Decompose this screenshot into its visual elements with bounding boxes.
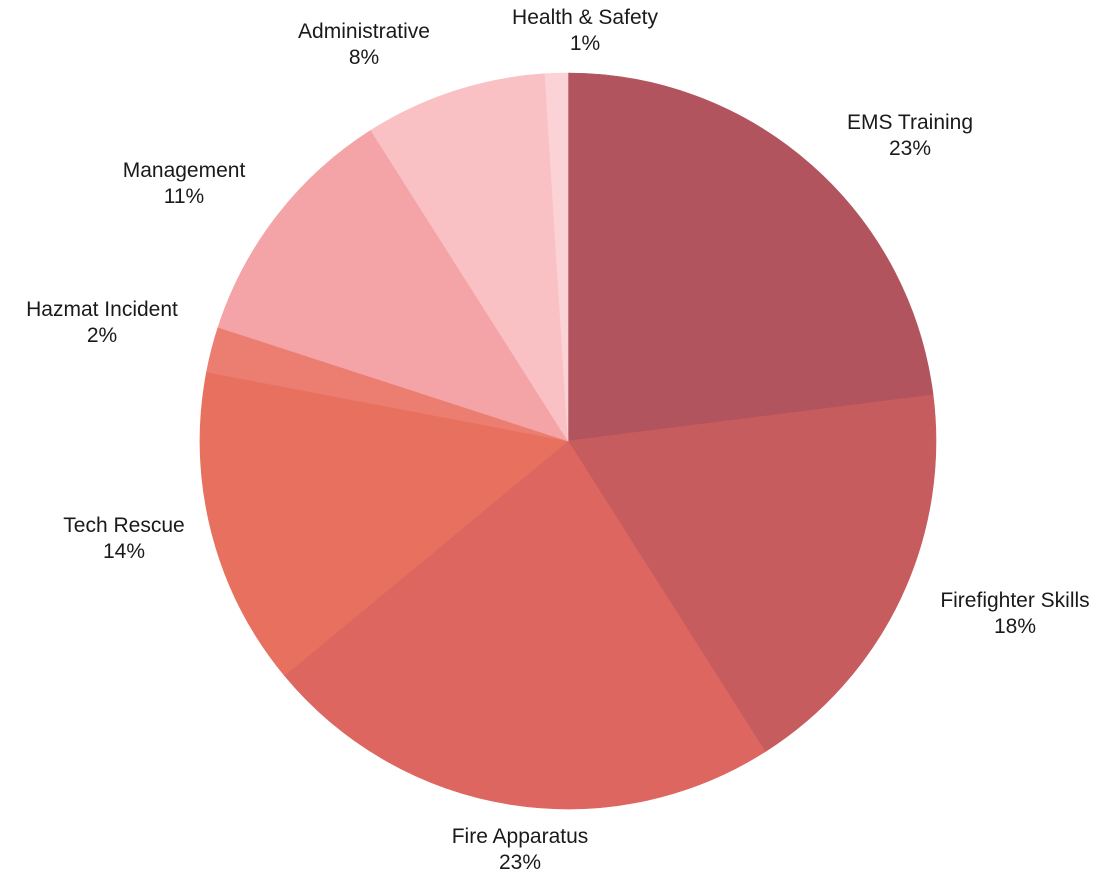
pie-slice-administrative — [370, 73, 569, 442]
pie-slice-ems-training — [567, 72, 934, 442]
slice-name: EMS Training — [846, 111, 974, 134]
slice-percent: 11% — [163, 185, 205, 208]
slice-percent: 8% — [348, 46, 380, 69]
slice-label-firefighter-skills: Firefighter Skills 18% — [940, 588, 1089, 640]
pie-slice-management — [217, 129, 569, 442]
pie-slice-tech-rescue — [199, 371, 569, 676]
slice-name: Health & Safety — [512, 6, 658, 29]
slice-name: Firefighter Skills — [940, 589, 1090, 612]
pie-slices — [199, 72, 937, 810]
pie-slice-health-safety — [544, 72, 569, 442]
slice-label-ems-training: EMS Training 23% — [847, 110, 973, 162]
slice-name: Tech Rescue — [63, 514, 185, 537]
slice-percent: 2% — [86, 324, 118, 347]
slice-label-administrative: Administrative 8% — [298, 19, 430, 71]
slice-name: Administrative — [298, 20, 430, 43]
slice-percent: 18% — [993, 615, 1037, 638]
slice-percent: 1% — [569, 32, 601, 55]
slice-label-health-safety: Health & Safety 1% — [512, 5, 658, 57]
slice-label-fire-apparatus: Fire Apparatus 23% — [452, 824, 589, 876]
pie-slice-firefighter-skills — [567, 394, 937, 753]
slice-percent: 14% — [102, 540, 146, 563]
slice-percent: 23% — [888, 137, 932, 160]
pie-slice-fire-apparatus — [284, 440, 766, 810]
slice-label-hazmat-incident: Hazmat Incident 2% — [26, 297, 178, 349]
slice-name: Fire Apparatus — [451, 825, 589, 848]
slice-label-management: Management 11% — [123, 158, 246, 210]
slice-name: Hazmat Incident — [26, 298, 178, 321]
slice-name: Management — [122, 159, 246, 182]
slice-label-tech-rescue: Tech Rescue 14% — [63, 513, 184, 565]
slice-percent: 23% — [498, 851, 542, 874]
